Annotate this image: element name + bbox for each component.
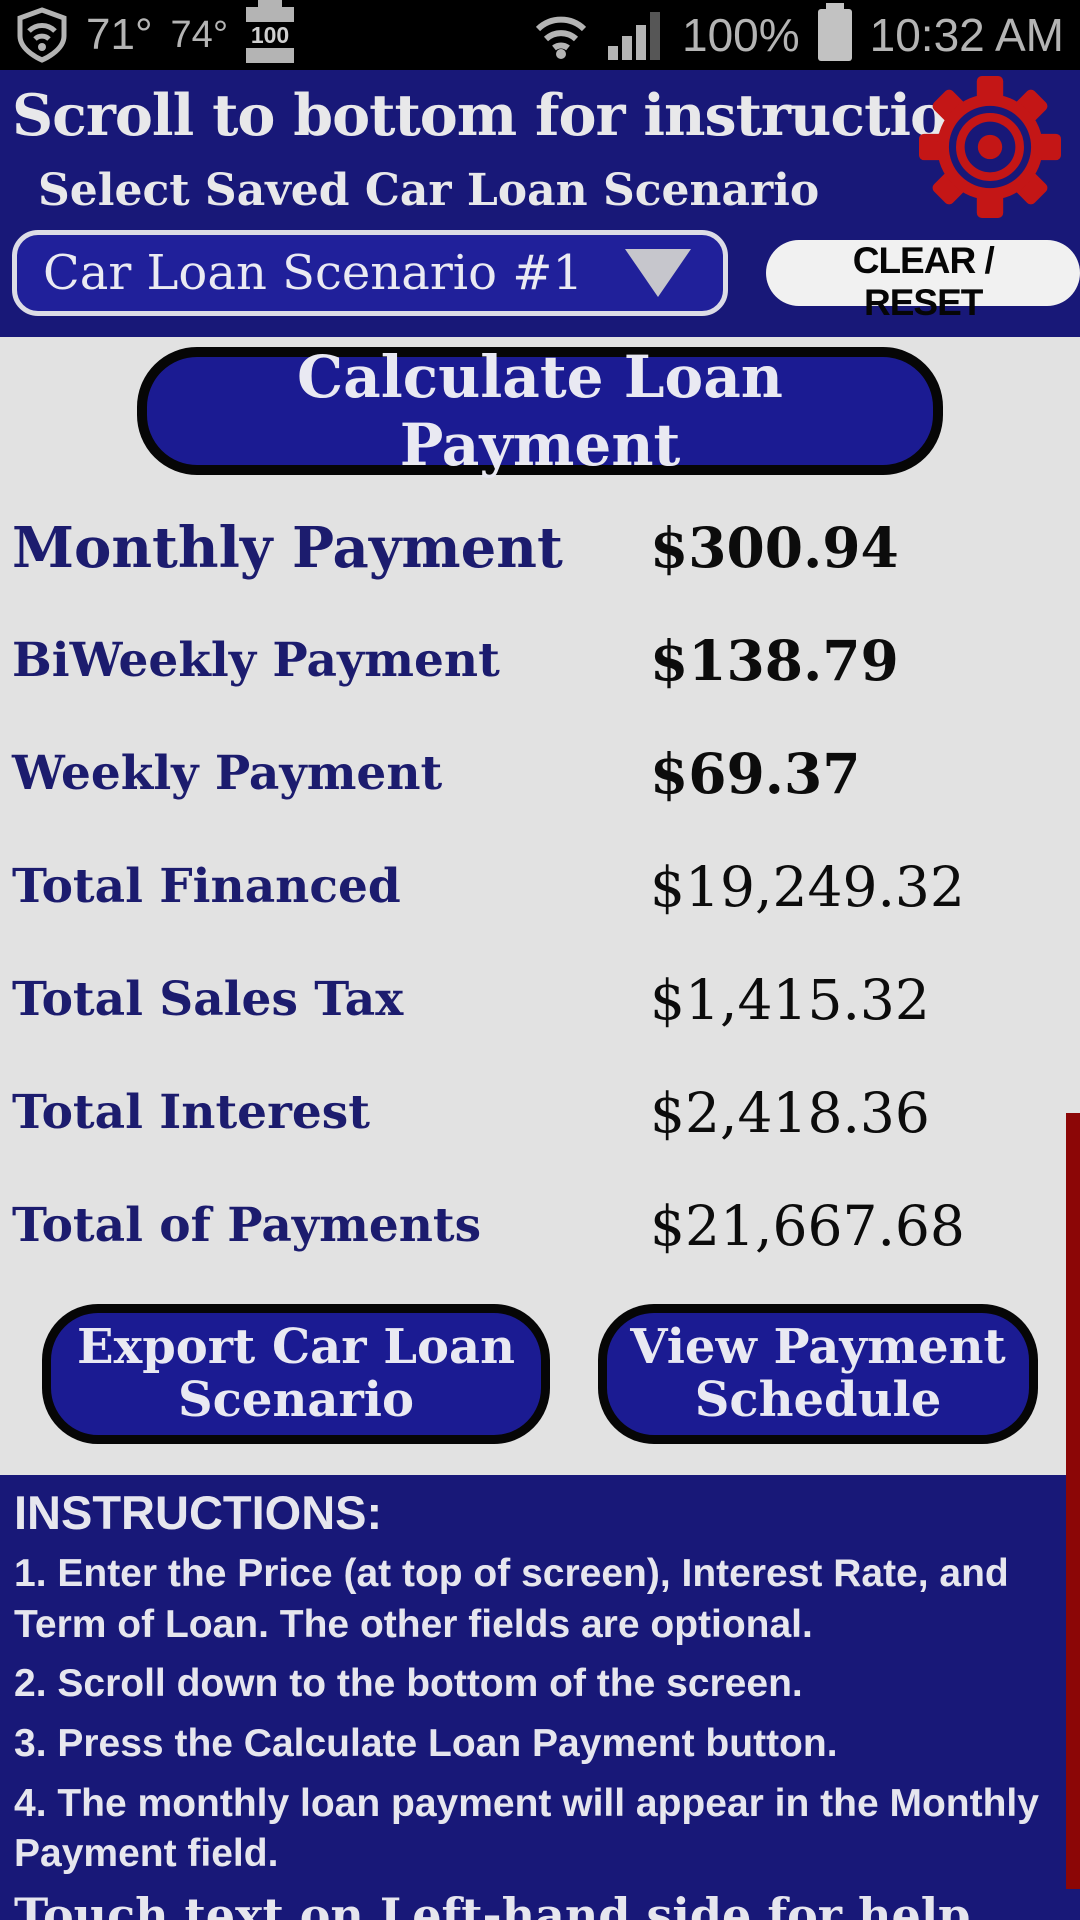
total-interest-label[interactable]: Total Interest: [12, 1085, 370, 1140]
weekly-payment-value: $69.37: [650, 741, 861, 806]
clear-reset-button[interactable]: CLEAR / RESET: [766, 240, 1080, 323]
view-payment-schedule-button[interactable]: View Payment Schedule: [598, 1304, 1038, 1444]
total-financed-label[interactable]: Total Financed: [12, 859, 401, 914]
total-financed-value: $19,249.32: [650, 854, 965, 919]
clock: 10:32 AM: [869, 9, 1064, 61]
main-content: Calculate Loan Payment Monthly Payment $…: [0, 343, 1080, 1475]
result-row-total-financed: Total Financed $19,249.32: [0, 830, 1080, 943]
total-sales-tax-value: $1,415.32: [650, 967, 930, 1032]
battery-widget-icon: 100: [246, 0, 295, 63]
scenario-dropdown-value: Car Loan Scenario #1: [43, 245, 584, 301]
instruction-step-1: 1. Enter the Price (at top of screen), I…: [14, 1552, 1009, 1646]
header: Scroll to bottom for instructions Select…: [0, 70, 1080, 337]
total-interest-value: $2,418.36: [650, 1080, 930, 1145]
instruction-step-3: 3. Press the Calculate Loan Payment butt…: [14, 1722, 838, 1766]
monthly-payment-label[interactable]: Monthly Payment: [12, 514, 563, 581]
result-row-total-of-payments: Total of Payments $21,667.68: [0, 1169, 1080, 1282]
instructions-footer: Touch text on Left-hand side for help: [14, 1888, 971, 1920]
result-row-weekly-payment: Weekly Payment $69.37: [0, 717, 1080, 830]
result-row-total-interest: Total Interest $2,418.36: [0, 1056, 1080, 1169]
weekly-payment-label[interactable]: Weekly Payment: [12, 746, 443, 801]
status-bar: 71° 74° 100 100% 10:32 AM: [0, 0, 1080, 70]
scenario-dropdown[interactable]: Car Loan Scenario #1: [12, 230, 729, 316]
settings-gear-icon[interactable]: [916, 76, 1064, 218]
biweekly-payment-label[interactable]: BiWeekly Payment: [12, 633, 500, 688]
battery-icon: [817, 3, 852, 61]
biweekly-payment-value: $138.79: [650, 628, 899, 693]
status-bar-right: 100% 10:32 AM: [532, 3, 1064, 62]
total-of-payments-value: $21,667.68: [650, 1193, 965, 1258]
results-list: Monthly Payment $300.94 BiWeekly Payment…: [0, 491, 1080, 1282]
instructions-heading: INSTRUCTIONS:: [14, 1486, 383, 1539]
battery-percent: 100%: [681, 9, 800, 61]
result-row-biweekly-payment: BiWeekly Payment $138.79: [0, 604, 1080, 717]
total-of-payments-label[interactable]: Total of Payments: [12, 1198, 482, 1253]
calculate-loan-payment-button[interactable]: Calculate Loan Payment: [137, 343, 943, 479]
dropdown-arrow-icon: [625, 249, 692, 297]
header-controls: Car Loan Scenario #1 CLEAR / RESET: [12, 230, 1080, 323]
instruction-step-4: 4. The monthly loan payment will appear …: [14, 1781, 1039, 1876]
inside-temp: 74°: [170, 13, 229, 56]
result-row-monthly-payment: Monthly Payment $300.94: [0, 491, 1080, 604]
cell-signal-icon: [607, 12, 660, 60]
wifi-icon: [535, 16, 587, 59]
status-bar-left: 71° 74° 100: [16, 0, 295, 63]
action-buttons: Export Car Loan Scenario View Payment Sc…: [0, 1304, 1080, 1444]
signal-shield-icon: [17, 7, 67, 63]
export-scenario-button[interactable]: Export Car Loan Scenario: [42, 1304, 550, 1444]
battery-widget-level: 100: [246, 22, 295, 48]
monthly-payment-value: $300.94: [650, 515, 899, 580]
scenario-select-label: Select Saved Car Loan Scenario: [38, 165, 820, 216]
result-row-total-sales-tax: Total Sales Tax $1,415.32: [0, 943, 1080, 1056]
total-sales-tax-label[interactable]: Total Sales Tax: [12, 972, 404, 1027]
instruction-step-2: 2. Scroll down to the bottom of the scre…: [14, 1662, 803, 1706]
outside-temp: 71°: [86, 10, 153, 59]
scrollbar-thumb[interactable]: [1066, 1113, 1080, 1889]
page-title: Scroll to bottom for instructions: [12, 82, 1020, 149]
instructions-panel: INSTRUCTIONS: 1. Enter the Price (at top…: [0, 1475, 1080, 1920]
